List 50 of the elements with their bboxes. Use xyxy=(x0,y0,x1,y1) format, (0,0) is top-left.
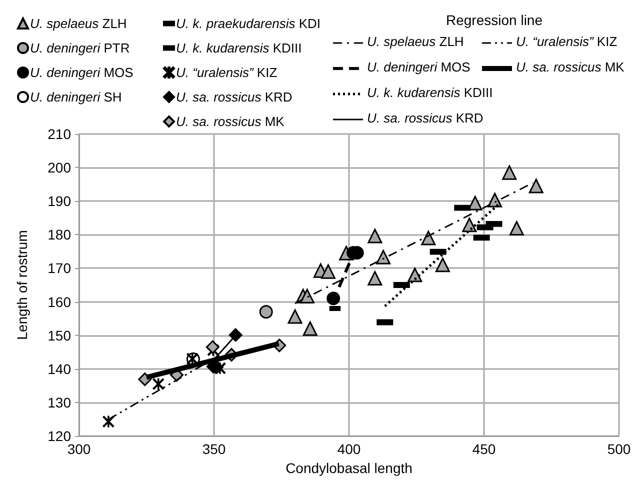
y-tick-label: 160 xyxy=(48,294,72,310)
legend-label: U. “uralensis” KIZ xyxy=(516,34,618,49)
point xyxy=(368,271,382,286)
y-tick-label: 210 xyxy=(48,126,72,142)
point xyxy=(320,264,336,279)
point xyxy=(228,328,242,342)
legend-label: U. deningeri SH xyxy=(30,90,122,104)
legend-title: Regression line xyxy=(446,12,543,28)
y-tick-label: 120 xyxy=(48,428,72,444)
point xyxy=(408,268,422,282)
point xyxy=(509,221,524,236)
point xyxy=(435,258,450,272)
point xyxy=(300,288,314,304)
point xyxy=(368,228,382,244)
y-tick-label: 180 xyxy=(48,226,72,243)
legend-label: U. deningeri MOS xyxy=(30,65,134,80)
point xyxy=(528,178,544,194)
x-tick-label: 500 xyxy=(607,441,631,457)
point xyxy=(259,305,273,319)
y-tick-label: 130 xyxy=(48,394,72,410)
point xyxy=(462,218,477,232)
x-tick-label: 300 xyxy=(67,441,91,457)
point xyxy=(288,309,302,324)
legend-label: U. k. kudarensis KDIII xyxy=(367,85,493,100)
legend-label: U. k. praekudarensis KDI xyxy=(176,16,321,31)
legend-label: U. spelaeus ZLH xyxy=(367,34,464,49)
legend-label: U. deningeri MOS xyxy=(367,60,471,74)
y-tick-label: 150 xyxy=(48,327,72,344)
legend-label: U. k. kudarensis KDIII xyxy=(176,40,302,56)
legend-label: U. sa. rossicus MK xyxy=(176,114,285,129)
y-tick-label: 190 xyxy=(48,193,72,210)
point xyxy=(302,321,318,336)
legend-label: U. sa. rossicus MK xyxy=(516,60,625,74)
x-tick-label: 450 xyxy=(472,441,496,457)
y-tick-label: 140 xyxy=(48,360,72,377)
legend-label: U. spelaeus ZLH xyxy=(30,16,127,31)
legend-label: U. “uralensis” KIZ xyxy=(176,65,278,80)
legend-label: U. deningeri PTR xyxy=(30,40,130,56)
point xyxy=(502,165,517,180)
y-tick-label: 200 xyxy=(48,160,72,176)
x-tick-label: 350 xyxy=(202,441,226,457)
point xyxy=(421,230,436,246)
x-tick-label: 400 xyxy=(337,441,361,457)
legend-label: U. sa. rossicus KRD xyxy=(176,90,292,104)
legend-label: U. sa. rossicus KRD xyxy=(367,110,484,126)
y-axis-title: Length of rostrum xyxy=(14,230,30,340)
x-axis-title: Condylobasal length xyxy=(286,460,412,476)
point xyxy=(206,340,220,354)
y-tick-label: 170 xyxy=(48,260,72,276)
point xyxy=(376,250,391,264)
